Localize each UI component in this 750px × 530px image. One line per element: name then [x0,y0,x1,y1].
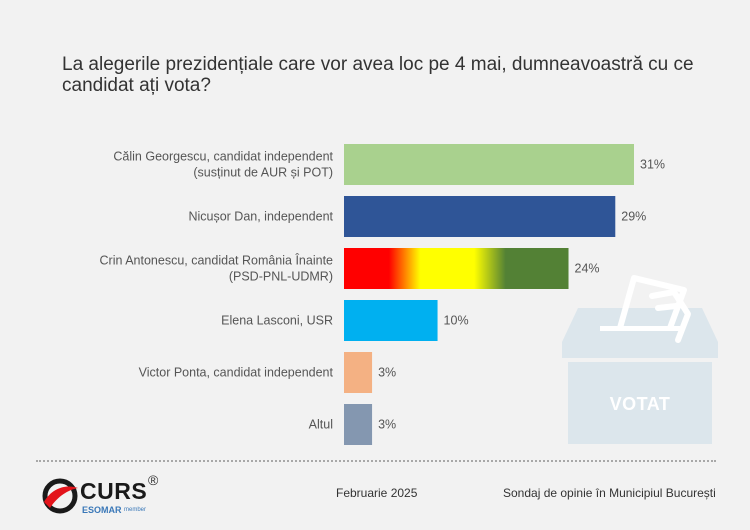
bar-5 [344,352,373,393]
category-label-line: Altul [309,418,333,432]
value-label-3: 24% [575,262,600,276]
bar-4 [344,300,438,341]
category-label-5: Victor Ponta, candidat independent [139,366,334,380]
category-label-line: (susținut de AUR și POT) [193,166,333,180]
category-label-1: Călin Georgescu, candidat independent (su… [113,150,333,180]
curs-logo-text: CURS [80,478,148,504]
category-label-3: Crin Antonescu, candidat România Înainte… [100,253,334,284]
category-label-6: Altul [309,418,333,432]
value-label-4: 10% [444,314,469,328]
bar-1 [344,144,634,185]
bars-group: 31% Călin Georgescu, candidat independent… [100,144,665,445]
esomar-label: ESOMAR [82,505,122,515]
ballot-box-icon [560,268,720,455]
category-label-line: Nicușor Dan, independent [188,210,333,224]
category-label-4: Elena Lasconi, USR [221,314,333,328]
bar-6 [344,404,373,445]
footer-divider [36,460,716,462]
value-label-6: 3% [378,418,396,432]
category-label-line: Crin Antonescu, candidat România Înainte [100,253,334,268]
value-label-5: 3% [378,366,396,380]
curs-logo-icon [42,478,78,514]
curs-logo: CURS ® ESOMAR member [40,472,170,520]
category-label-line: Victor Ponta, candidat independent [139,366,334,380]
footer-source: Sondaj de opinie în Municipiul București [503,486,716,500]
registered-mark: ® [148,472,159,488]
category-label-line: (PSD-PNL-UDMR) [229,270,333,284]
category-label-line: Elena Lasconi, USR [221,314,333,328]
bar-2 [344,196,616,237]
bar-3 [344,248,569,289]
esomar-member-label: member [124,507,147,513]
chart-title: La alegerile prezidențiale care vor avea… [62,54,694,96]
value-label-2: 29% [621,210,646,224]
ballot-box-label: VOTAT [609,394,671,414]
footer-date: Februarie 2025 [336,486,418,500]
value-label-1: 31% [640,158,665,172]
category-label-2: Nicușor Dan, independent [188,210,333,224]
category-label-line: Călin Georgescu, candidat independent [113,150,333,164]
bar-chart: 31% Călin Georgescu, candidat independent… [100,144,665,445]
